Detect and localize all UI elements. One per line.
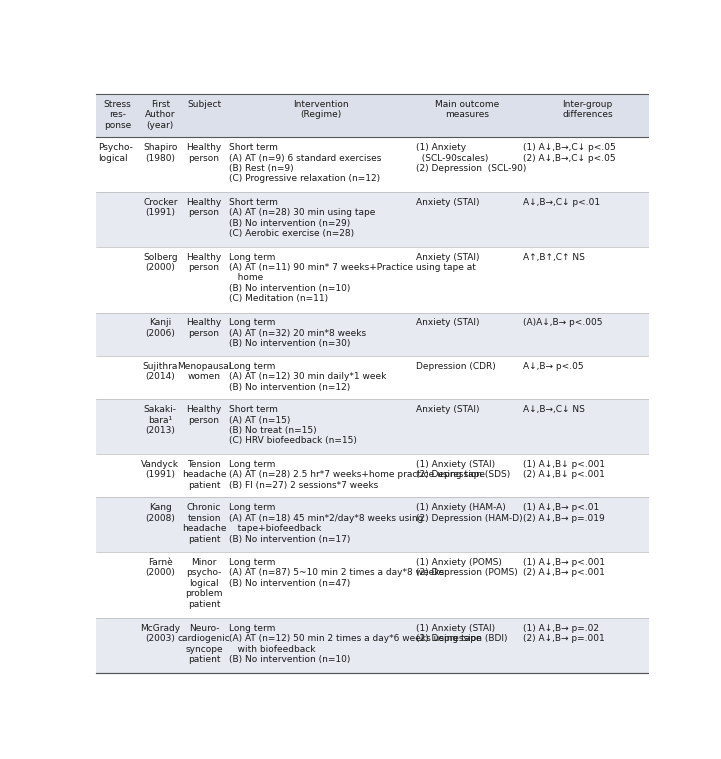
Text: Healthy
person: Healthy person [187, 253, 222, 272]
Text: (1) A↓,B→ p<.01
(2) A↓,B→ p=.019: (1) A↓,B→ p<.01 (2) A↓,B→ p=.019 [523, 503, 604, 523]
Bar [96, 247, 649, 313]
Text: (1) Anxiety (POMS)
(2) Depression (POMS): (1) Anxiety (POMS) (2) Depression (POMS) [417, 558, 518, 578]
Text: (1) A↓,B↓ p<.001
(2) A↓,B↓ p<.001: (1) A↓,B↓ p<.001 (2) A↓,B↓ p<.001 [523, 460, 605, 479]
Text: Psycho-
logical: Psycho- logical [98, 143, 133, 162]
Text: Long term
(A) AT (n=87) 5~10 min 2 times a day*8 weeks
(B) No intervention (n=47: Long term (A) AT (n=87) 5~10 min 2 times… [229, 558, 444, 587]
Bar [96, 94, 649, 137]
Text: Kanji
(2006): Kanji (2006) [146, 319, 175, 338]
Text: Vandyck
(1991): Vandyck (1991) [141, 460, 180, 479]
Text: Farnè
(2000): Farnè (2000) [146, 558, 175, 578]
Text: Neuro-
cardiogenic
syncope
patient: Neuro- cardiogenic syncope patient [178, 624, 231, 664]
Text: Anxiety (STAI): Anxiety (STAI) [417, 198, 480, 207]
Text: Tension
headache
patient: Tension headache patient [182, 460, 226, 490]
Text: Anxiety (STAI): Anxiety (STAI) [417, 319, 480, 327]
Text: Depression (CDR): Depression (CDR) [417, 362, 496, 371]
Text: Long term
(A) AT (n=28) 2.5 hr*7 weeks+home practice using tape
(B) FI (n=27) 2 : Long term (A) AT (n=28) 2.5 hr*7 weeks+h… [229, 460, 485, 490]
Text: Chronic
tension
headache
patient: Chronic tension headache patient [182, 503, 226, 543]
Bar [96, 137, 649, 192]
Text: Healthy
person: Healthy person [187, 198, 222, 217]
Text: Intervention
(Regime): Intervention (Regime) [293, 100, 348, 119]
Text: Kang
(2008): Kang (2008) [146, 503, 175, 523]
Text: (1) Anxiety
  (SCL-90scales)
(2) Depression  (SCL-90): (1) Anxiety (SCL-90scales) (2) Depressio… [417, 143, 527, 173]
Text: Short term
(A) AT (n=15)
(B) No treat (n=15)
(C) HRV biofeedback (n=15): Short term (A) AT (n=15) (B) No treat (n… [229, 405, 357, 446]
Text: Anxiety (STAI): Anxiety (STAI) [417, 253, 480, 262]
Text: (1) Anxiety (STAI)
(2) Depression (BDI): (1) Anxiety (STAI) (2) Depression (BDI) [417, 624, 508, 643]
Bar [96, 399, 649, 454]
Bar [96, 313, 649, 356]
Text: Subject: Subject [187, 100, 221, 109]
Bar [96, 356, 649, 399]
Bar [96, 454, 649, 497]
Text: Short term
(A) AT (n=28) 30 min using tape
(B) No intervention (n=29)
(C) Aerobi: Short term (A) AT (n=28) 30 min using ta… [229, 198, 376, 238]
Text: Healthy
person: Healthy person [187, 319, 222, 338]
Text: Healthy
person: Healthy person [187, 143, 222, 162]
Text: Crocker
(1991): Crocker (1991) [143, 198, 177, 217]
Text: A↓,B→ p<.05: A↓,B→ p<.05 [523, 362, 583, 371]
Bar [96, 618, 649, 672]
Text: First
Author
(year): First Author (year) [145, 100, 175, 130]
Text: (1) A↓,B→,C↓ p<.05
(2) A↓,B→,C↓ p<.05: (1) A↓,B→,C↓ p<.05 (2) A↓,B→,C↓ p<.05 [523, 143, 615, 162]
Bar [96, 497, 649, 552]
Text: Healthy
person: Healthy person [187, 405, 222, 424]
Text: Long term
(A) AT (n=32) 20 min*8 weeks
(B) No intervention (n=30): Long term (A) AT (n=32) 20 min*8 weeks (… [229, 319, 366, 348]
Text: McGrady
(2003): McGrady (2003) [140, 624, 180, 643]
Text: Long term
(A) AT (n=12) 50 min 2 times a day*6 weeks using tape
   with biofeedb: Long term (A) AT (n=12) 50 min 2 times a… [229, 624, 482, 664]
Text: (1) Anxiety (STAI)
(2) Depression (SDS): (1) Anxiety (STAI) (2) Depression (SDS) [417, 460, 510, 479]
Text: Anxiety (STAI): Anxiety (STAI) [417, 405, 480, 414]
Text: Solberg
(2000): Solberg (2000) [143, 253, 177, 272]
Text: A↑,B↑,C↑ NS: A↑,B↑,C↑ NS [523, 253, 585, 262]
Text: Stress
res-
ponse: Stress res- ponse [104, 100, 131, 130]
Bar [96, 552, 649, 618]
Text: (1) A↓,B→ p=.02
(2) A↓,B→ p=.001: (1) A↓,B→ p=.02 (2) A↓,B→ p=.001 [523, 624, 604, 643]
Text: Sakaki-
bara¹
(2013): Sakaki- bara¹ (2013) [143, 405, 177, 435]
Text: Inter-group
differences: Inter-group differences [562, 100, 613, 119]
Text: Main outcome
measures: Main outcome measures [435, 100, 500, 119]
Text: Long term
(A) AT (n=12) 30 min daily*1 week
(B) No intervention (n=12): Long term (A) AT (n=12) 30 min daily*1 w… [229, 362, 386, 392]
Text: (A)A↓,B→ p<.005: (A)A↓,B→ p<.005 [523, 319, 602, 327]
Text: Short term
(A) AT (n=9) 6 standard exercises
(B) Rest (n=9)
(C) Progressive rela: Short term (A) AT (n=9) 6 standard exerc… [229, 143, 381, 184]
Bar [96, 192, 649, 247]
Text: A↓,B→,C↓ p<.01: A↓,B→,C↓ p<.01 [523, 198, 600, 207]
Text: (1) Anxiety (HAM-A)
(2) Depression (HAM-D): (1) Anxiety (HAM-A) (2) Depression (HAM-… [417, 503, 523, 523]
Text: Sujithra
(2014): Sujithra (2014) [143, 362, 178, 381]
Text: Minor
psycho-
logical
problem
patient: Minor psycho- logical problem patient [185, 558, 223, 609]
Text: Long term
(A) AT (n=11) 90 min* 7 weeks+Practice using tape at
   home
(B) No in: Long term (A) AT (n=11) 90 min* 7 weeks+… [229, 253, 476, 303]
Text: Shapiro
(1980): Shapiro (1980) [143, 143, 177, 162]
Text: (1) A↓,B→ p<.001
(2) A↓,B→ p<.001: (1) A↓,B→ p<.001 (2) A↓,B→ p<.001 [523, 558, 605, 578]
Text: Long term
(A) AT (n=18) 45 min*2/day*8 weeks using
   tape+biofeedback
(B) No in: Long term (A) AT (n=18) 45 min*2/day*8 w… [229, 503, 424, 543]
Text: Menopausal
women: Menopausal women [177, 362, 231, 381]
Text: A↓,B→,C↓ NS: A↓,B→,C↓ NS [523, 405, 585, 414]
